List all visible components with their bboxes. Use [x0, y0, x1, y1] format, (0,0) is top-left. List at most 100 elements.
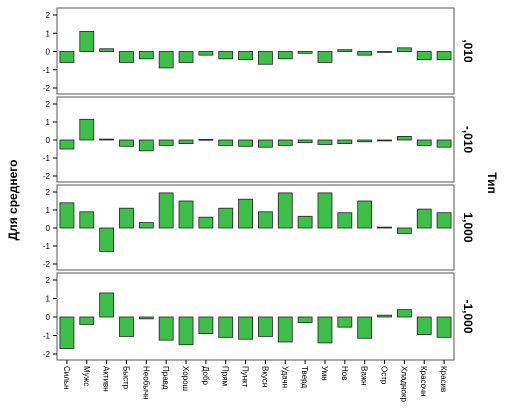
bar	[218, 139, 234, 146]
x-tick-label: Сильн	[62, 366, 71, 390]
bar	[277, 316, 293, 343]
panel-frame	[56, 272, 455, 361]
bar	[238, 51, 253, 61]
bar	[138, 316, 154, 320]
bar	[337, 212, 353, 229]
bar	[99, 48, 115, 52]
x-tick-label: Хладнокр	[399, 366, 408, 402]
x-tick-label: Активн	[102, 366, 111, 392]
bar	[198, 316, 214, 335]
y-axis-label: Для среднего	[6, 160, 20, 241]
bar	[158, 51, 174, 69]
bar	[377, 139, 392, 142]
bar	[99, 138, 115, 141]
bar	[238, 139, 253, 147]
bar	[138, 222, 154, 229]
bar	[119, 139, 134, 147]
bar	[297, 51, 313, 54]
bar	[99, 227, 115, 252]
bar	[416, 139, 432, 146]
bar	[436, 316, 452, 338]
y-tick-label: 1	[46, 295, 51, 304]
x-tick-label: Необычн	[141, 366, 150, 400]
bar	[119, 207, 134, 229]
x-tick-label: Важн	[360, 366, 369, 386]
bar	[59, 316, 75, 349]
bar	[59, 139, 75, 150]
panel-0: 2 1 0 -1 -2 ,010	[43, 7, 475, 95]
bar	[377, 314, 392, 318]
bar	[198, 51, 214, 56]
bar	[357, 51, 373, 56]
y-tick-label: 2	[46, 188, 51, 197]
bar	[436, 51, 452, 61]
bar	[317, 192, 333, 229]
bar	[416, 316, 432, 335]
y-tick-label: -2	[43, 84, 51, 93]
bar	[337, 49, 353, 52]
panel-3: 2 1 0 -1 -2 -1,000	[43, 272, 475, 361]
bar	[377, 226, 392, 229]
x-tick-label: Удачн	[280, 366, 289, 388]
bar	[79, 211, 95, 229]
panel-2: 2 1 0 -1 -2 1,000	[43, 184, 475, 271]
bar	[436, 139, 452, 148]
bar	[178, 200, 194, 229]
y-tick-label: 2	[46, 100, 51, 109]
bar	[297, 316, 313, 323]
y-tick-label: 2	[46, 276, 51, 285]
bar	[238, 198, 253, 229]
x-tick-label: Тверд	[300, 366, 309, 388]
y-tick-label: 0	[46, 48, 51, 57]
bar	[138, 51, 154, 60]
bar	[277, 192, 293, 229]
bar	[178, 51, 194, 63]
x-tick-label: Быстр	[121, 366, 130, 390]
panel-label: ,010	[461, 39, 475, 63]
bar	[357, 200, 373, 229]
bar	[317, 316, 333, 344]
bar	[317, 51, 333, 63]
bar	[337, 139, 353, 144]
bar	[218, 316, 234, 338]
bar	[396, 47, 412, 52]
y-tick-label: -2	[43, 350, 51, 359]
bar	[317, 139, 333, 145]
bar	[79, 31, 95, 52]
bar	[416, 208, 432, 229]
y-tick-label: 1	[46, 118, 51, 127]
bar	[297, 139, 313, 144]
y-tick-label: -2	[43, 260, 51, 269]
bar	[99, 292, 115, 318]
y-tick-label: 1	[46, 206, 51, 215]
bar	[178, 316, 194, 346]
bar	[158, 139, 174, 146]
x-tick-label: Прям	[221, 366, 230, 386]
x-tick-label: Пункт	[241, 366, 250, 388]
y-tick-label: 0	[46, 136, 51, 145]
y-tick-label: -2	[43, 172, 51, 181]
bar	[258, 51, 273, 65]
bar	[218, 207, 234, 229]
bar	[138, 139, 154, 152]
panel-label: -,010	[461, 126, 475, 154]
x-tick-label: Вкусн	[260, 366, 269, 387]
bar	[337, 316, 353, 328]
y-tick-label: -1	[43, 332, 51, 341]
bar	[258, 139, 273, 148]
bar	[396, 135, 412, 141]
y-tick-label: 2	[46, 11, 51, 20]
bar	[436, 212, 452, 229]
y-tick-label: 0	[46, 313, 51, 322]
bar	[59, 51, 75, 63]
panel-label: 1,000	[461, 212, 475, 242]
bar	[357, 139, 373, 143]
panel-label: -1,000	[461, 299, 475, 333]
bar	[238, 316, 253, 340]
bar	[297, 215, 313, 229]
facet-label: Тип	[485, 172, 499, 194]
bar	[178, 139, 194, 144]
bar	[396, 309, 412, 318]
x-tick-label: Правд	[161, 366, 170, 390]
